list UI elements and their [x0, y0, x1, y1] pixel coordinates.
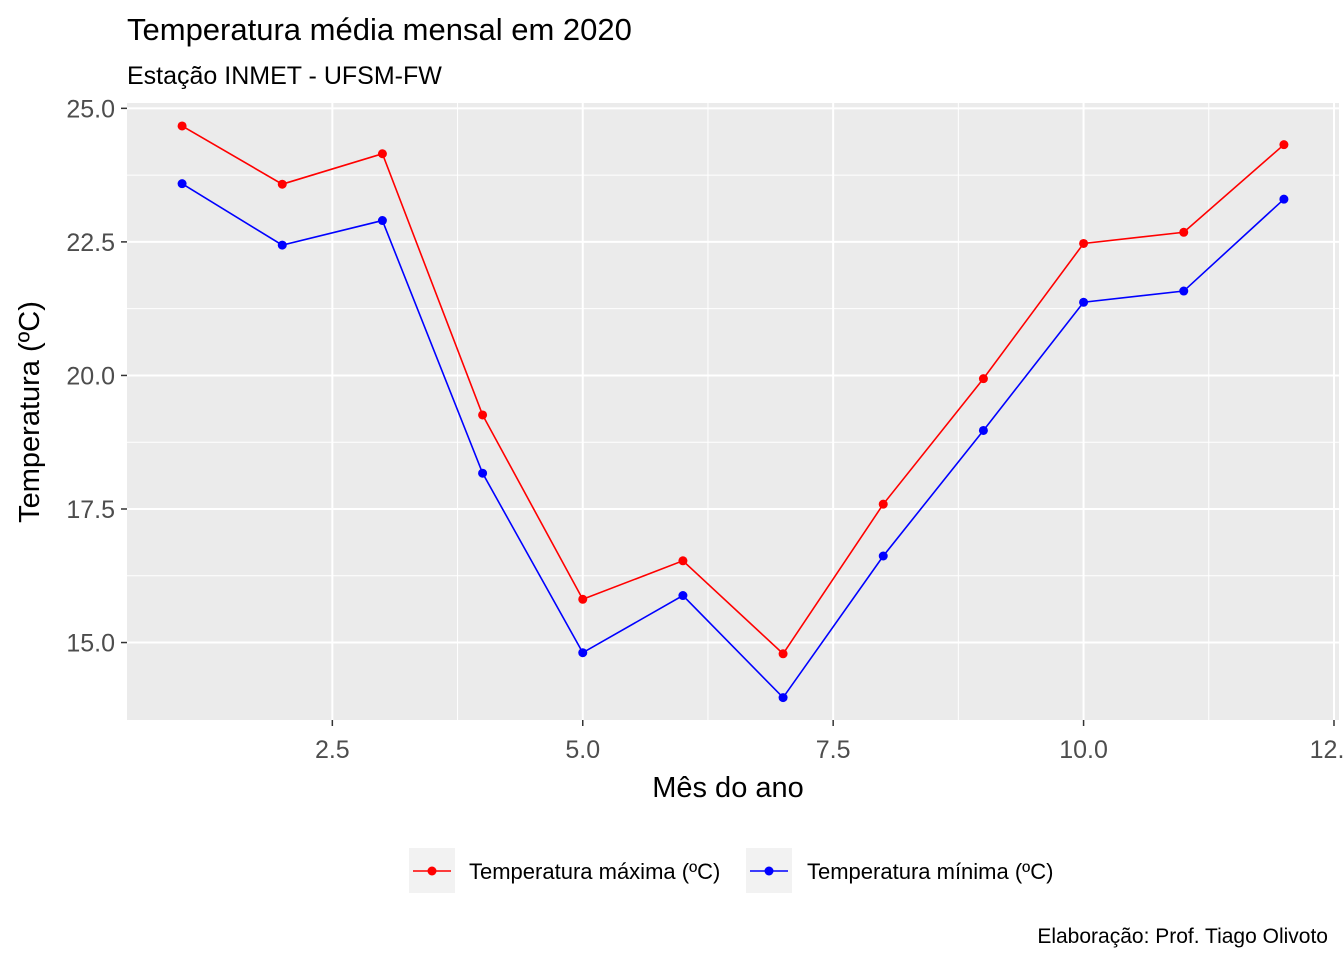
data-point-series-2 — [478, 468, 488, 478]
chart-subtitle: Estação INMET - UFSM-FW — [127, 62, 442, 90]
y-tick-label: 15.0 — [66, 630, 115, 658]
plot-panel — [127, 103, 1339, 720]
data-point-series-2 — [878, 551, 888, 561]
data-point-series-1 — [878, 499, 888, 509]
data-point-series-2 — [678, 591, 688, 601]
data-point-series-1 — [578, 594, 588, 604]
y-tick-label: 25.0 — [66, 95, 115, 123]
data-point-series-2 — [578, 648, 588, 658]
data-point-series-2 — [177, 179, 187, 189]
x-axis-title: Mês do ano — [652, 772, 804, 804]
legend-key-point — [764, 866, 774, 876]
grid-lines — [127, 103, 1339, 720]
x-tick-label: 10.0 — [1059, 736, 1108, 764]
data-point-series-2 — [277, 240, 287, 250]
data-point-series-2 — [1079, 297, 1089, 307]
y-tick-label: 22.5 — [66, 229, 115, 257]
x-tick-label: 5.0 — [565, 736, 600, 764]
series-line-2 — [181, 182, 1285, 699]
data-point-series-2 — [778, 693, 788, 703]
data-point-series-2 — [978, 425, 988, 435]
data-point-series-1 — [177, 121, 187, 131]
legend-key-point — [427, 866, 437, 876]
series-line-1 — [181, 125, 1285, 655]
data-point-series-2 — [377, 216, 387, 226]
y-tick-label: 17.5 — [66, 496, 115, 524]
x-tick-label: 12.5 — [1310, 736, 1344, 764]
data-point-series-1 — [778, 649, 788, 659]
chart-title: Temperatura média mensal em 2020 — [127, 12, 632, 47]
data-point-series-2 — [1279, 194, 1289, 204]
series-points — [177, 121, 1289, 703]
data-point-series-1 — [1179, 227, 1189, 237]
legend-label-1: Temperatura máxima (ºC) — [469, 859, 720, 884]
y-axis: 15.0 17.5 20.0 22.5 25.0 — [66, 95, 127, 658]
data-point-series-1 — [377, 149, 387, 159]
legend-label-2: Temperatura mínima (ºC) — [807, 859, 1053, 884]
data-point-series-2 — [1179, 286, 1189, 296]
data-point-series-1 — [678, 556, 688, 566]
data-point-series-1 — [1279, 140, 1289, 150]
series-lines — [181, 125, 1285, 699]
x-axis: 2.5 5.0 7.5 10.0 12.5 — [315, 720, 1344, 764]
data-point-series-1 — [478, 410, 488, 420]
data-point-series-1 — [277, 179, 287, 189]
data-point-series-1 — [978, 374, 988, 384]
y-axis-title: Temperatura (ºC) — [14, 301, 46, 523]
y-tick-label: 20.0 — [66, 362, 115, 390]
caption: Elaboração: Prof. Tiago Olivoto — [1037, 925, 1328, 948]
legend: Temperatura máxima (ºC) Temperatura mínim… — [409, 848, 1053, 893]
x-tick-label: 7.5 — [816, 736, 851, 764]
x-tick-label: 2.5 — [315, 736, 350, 764]
data-point-series-1 — [1079, 238, 1089, 248]
